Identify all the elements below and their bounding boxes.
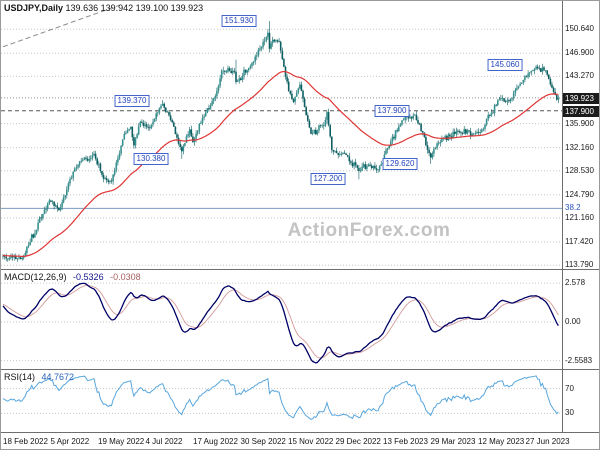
date-label: 17 Aug 2022 <box>193 437 238 446</box>
rsi-canvas[interactable] <box>1 370 562 432</box>
pivot-label[interactable]: 145.060 <box>487 59 523 71</box>
rsi-value: 44.7672 <box>41 372 75 382</box>
pivot-label[interactable]: 127.200 <box>310 173 346 185</box>
rsi-axis-label: 30 <box>565 408 574 417</box>
pivot-label[interactable]: 130.380 <box>133 153 169 165</box>
date-label: 19 May 2022 <box>98 437 145 446</box>
main-chart-pane[interactable]: ActionForex.com USDJPY,Daily 139.636 139… <box>1 1 562 269</box>
symbol-timeframe: USDJPY,Daily <box>4 3 64 13</box>
fib-level-label: 38.2 <box>565 203 581 212</box>
pivot-label[interactable]: 129.620 <box>382 158 418 170</box>
macd-axis-label: 0.00 <box>565 317 581 326</box>
price-label: 113.790 <box>565 260 594 269</box>
price-label: 150.640 <box>565 24 594 33</box>
current-price-marker: 139.923 <box>563 93 599 104</box>
date-label: 29 Mar 2023 <box>430 437 476 446</box>
pane-separator[interactable] <box>1 369 599 370</box>
macd-canvas[interactable] <box>1 270 562 369</box>
rsi-label: RSI(14) <box>4 372 36 382</box>
ohlc-values: 139.636 139.942 139.100 139.923 <box>65 3 204 13</box>
rsi-axis-label: 70 <box>565 384 574 393</box>
price-label: 132.160 <box>565 143 594 152</box>
date-label: 18 Feb 2022 <box>3 437 48 446</box>
price-label: 143.270 <box>565 71 594 80</box>
price-label: 121.160 <box>565 213 594 222</box>
price-label: 117.420 <box>565 237 594 246</box>
date-label: 15 Nov 2022 <box>288 437 334 446</box>
macd-signal-value: -0.0308 <box>110 272 141 282</box>
date-label: 12 May 2023 <box>478 437 525 446</box>
macd-label: MACD(12,26,9) <box>4 272 67 282</box>
date-label: 5 Apr 2022 <box>50 437 90 446</box>
time-axis[interactable]: 18 Feb 2022 5 Apr 2022 19 May 2022 4 Jul 20… <box>1 433 599 449</box>
macd-main-value: -0.5326 <box>73 272 104 282</box>
pane-separator[interactable] <box>1 269 599 270</box>
price-label: 128.530 <box>565 166 594 175</box>
price-label: 146.900 <box>565 48 594 57</box>
macd-axis-label: 2.578 <box>565 278 586 287</box>
rsi-pane[interactable]: RSI(14) 44.7672 <box>1 370 562 432</box>
date-label: 29 Dec 2022 <box>335 437 381 446</box>
macd-title: MACD(12,26,9) -0.5326 -0.0308 <box>4 272 141 282</box>
pivot-label[interactable]: 139.370 <box>114 95 150 107</box>
date-label: 13 Feb 2023 <box>383 437 428 446</box>
level-price-marker: 137.900 <box>563 106 599 117</box>
date-label: 4 Jul 2022 <box>145 437 183 446</box>
date-label: 27 Jun 2023 <box>525 437 570 446</box>
rsi-title: RSI(14) 44.7672 <box>4 372 74 382</box>
watermark: ActionForex.com <box>287 220 451 241</box>
pane-separator[interactable] <box>1 432 599 433</box>
pivot-label[interactable]: 137.900 <box>374 105 410 117</box>
macd-axis-label: -2.5583 <box>565 356 593 365</box>
price-label: 135.900 <box>565 119 594 128</box>
macd-pane[interactable]: MACD(12,26,9) -0.5326 -0.0308 <box>1 270 562 369</box>
chart-title: USDJPY,Daily 139.636 139.942 139.100 139… <box>4 3 203 13</box>
price-label: 124.790 <box>565 190 594 199</box>
price-axis[interactable]: 150.640 146.900 143.270 135.900 132.160 128.5… <box>562 1 599 432</box>
main-chart-canvas[interactable] <box>1 1 562 269</box>
date-label: 30 Sep 2022 <box>240 437 286 446</box>
pivot-label[interactable]: 151.930 <box>221 15 257 27</box>
